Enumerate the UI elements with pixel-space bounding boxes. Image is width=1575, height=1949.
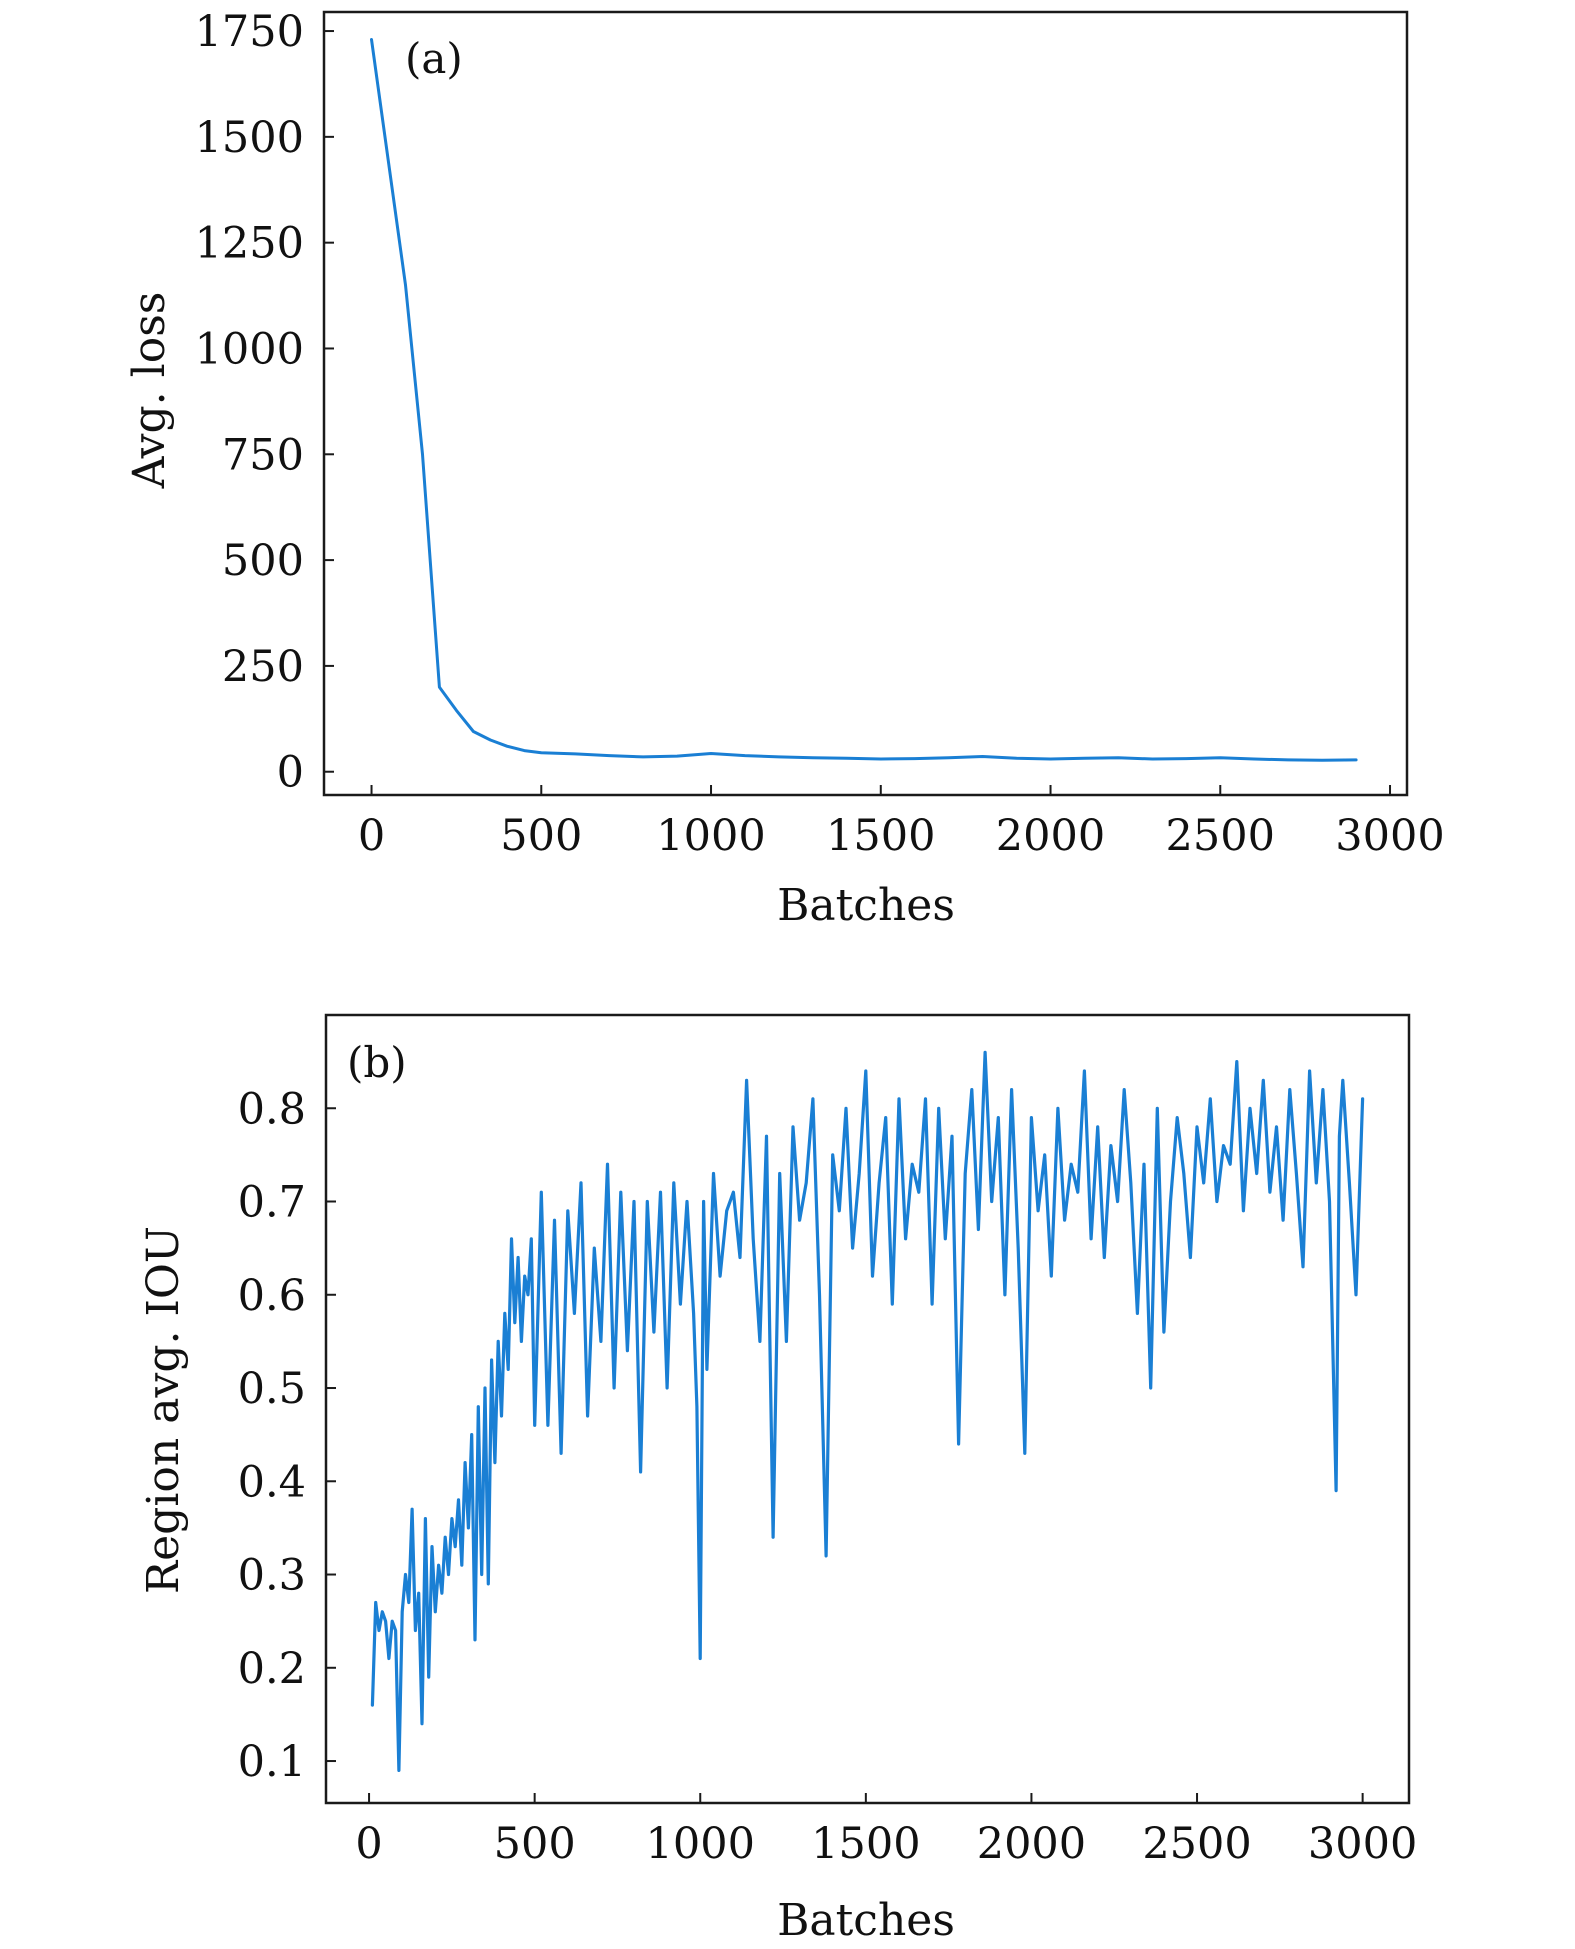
- iou-x-axis-label: Batches: [777, 1895, 955, 1946]
- iou-x-tick-label: 2500: [1142, 1819, 1251, 1869]
- iou-x-tick-label: 500: [494, 1819, 576, 1869]
- loss-y-axis-label: Avg. loss: [124, 292, 175, 490]
- loss-x-tick-label: 2500: [1166, 811, 1275, 861]
- iou-y-tick-label: 0.7: [238, 1178, 306, 1228]
- iou-x-tick-label: 1000: [646, 1819, 755, 1869]
- iou-y-tick-label: 0.6: [238, 1271, 306, 1321]
- loss-x-axis-label: Batches: [777, 880, 955, 931]
- loss-x-tick-label: 500: [500, 811, 582, 861]
- loss-y-tick-label: 1250: [195, 219, 304, 269]
- iou-plot-frame: [324, 1013, 1411, 1805]
- iou-axis-ticks: 0 500 1000 1500 2000 2500 3000 0.1 0.2 0.3 0.4 0.5 0…: [238, 1084, 1418, 1869]
- loss-line: [370, 38, 1358, 762]
- loss-x-tick-label: 2000: [996, 811, 1105, 861]
- iou-y-tick-label: 0.3: [238, 1551, 306, 1601]
- iou-x-tick-label: 3000: [1308, 1819, 1417, 1869]
- iou-y-axis-label: Region avg. IOU: [138, 1226, 189, 1594]
- loss-axis-ticks: 0 500 1000 1500 2000 2500 3000 0 250 500 750 1000 12…: [195, 7, 1445, 861]
- loss-y-tick-label: 1500: [195, 113, 304, 163]
- iou-panel-label: (b): [347, 1038, 407, 1087]
- loss-y-tick-label: 0: [277, 748, 304, 798]
- loss-y-tick-label: 250: [222, 642, 304, 692]
- loss-x-tick-label: 3000: [1335, 811, 1444, 861]
- iou-y-tick-label: 0.1: [238, 1737, 306, 1787]
- iou-y-tick-label: 0.8: [238, 1084, 306, 1134]
- iou-x-tick-label: 2000: [977, 1819, 1086, 1869]
- iou-x-tick-label: 0: [355, 1819, 382, 1869]
- loss-x-tick-label: 1500: [826, 811, 935, 861]
- loss-y-tick-label: 1750: [195, 7, 304, 57]
- loss-x-tick-label: 0: [358, 811, 385, 861]
- loss-y-tick-label: 750: [222, 430, 304, 480]
- loss-x-tick-label: 1000: [656, 811, 765, 861]
- iou-x-tick-label: 1500: [811, 1819, 920, 1869]
- iou-series: [370, 1050, 1365, 1773]
- loss-chart: 0 500 1000 1500 2000 2500 3000 0 250 500 750 1000 12…: [124, 7, 1445, 931]
- iou-y-tick-label: 0.2: [238, 1644, 306, 1694]
- iou-line: [370, 1050, 1365, 1773]
- iou-y-tick-label: 0.5: [238, 1364, 306, 1414]
- loss-y-tick-label: 1000: [195, 324, 304, 374]
- loss-y-tick-label: 500: [222, 536, 304, 586]
- loss-panel-label: (a): [405, 34, 463, 83]
- loss-series: [370, 38, 1358, 762]
- iou-chart: 0 500 1000 1500 2000 2500 3000 0.1 0.2 0.3 0.4 0.5 0…: [138, 1013, 1418, 1946]
- loss-plot-frame: [322, 10, 1409, 797]
- iou-y-tick-label: 0.4: [238, 1457, 306, 1507]
